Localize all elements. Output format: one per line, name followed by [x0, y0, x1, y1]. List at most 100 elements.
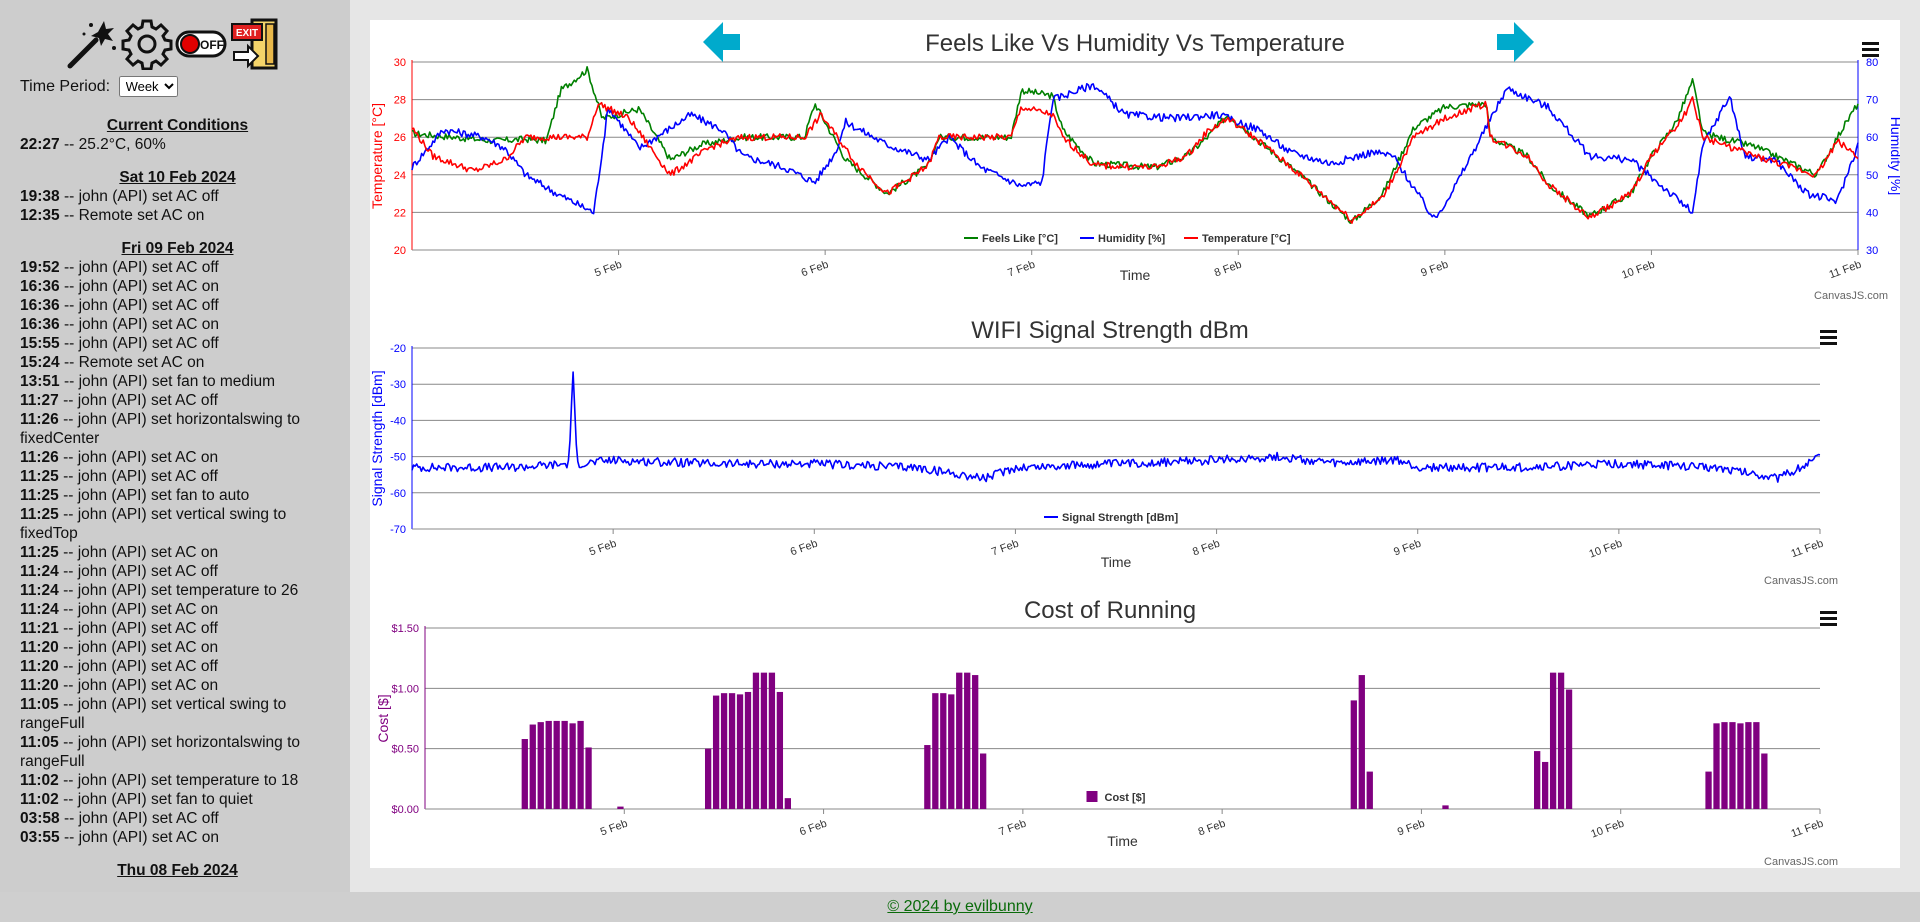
- cost-bar: [529, 724, 536, 809]
- log-entry-text: -- john (API) set AC off: [58, 563, 218, 580]
- exit-icon[interactable]: EXIT: [230, 18, 282, 70]
- time-period-select[interactable]: Week: [118, 76, 178, 97]
- legend-item[interactable]: Feels Like [°C]: [964, 233, 1058, 245]
- cost-bar: [980, 753, 987, 809]
- cost-bar: [720, 693, 728, 809]
- charts-canvas: Feels Like Vs Humidity Vs Temperature 20 2…: [369, 22, 1904, 868]
- x-tick-label: 9 Feb: [1396, 818, 1427, 839]
- y-tick-label: 22: [394, 207, 406, 219]
- x-tick-label: 9 Feb: [1392, 538, 1423, 559]
- cost-bar: [956, 672, 963, 809]
- log-entry: 15:55 -- john (API) set AC off: [20, 334, 335, 353]
- log-entry-text: -- john (API) set AC off: [58, 658, 218, 675]
- legend-item[interactable]: Cost [$]: [1086, 791, 1146, 804]
- cost-bar: [736, 694, 744, 809]
- gear-icon[interactable]: [121, 18, 173, 70]
- log-entry: 03:55 -- john (API) set AC on: [20, 828, 335, 847]
- chart-title: Cost of Running: [1024, 597, 1196, 624]
- x-tick-label: 6 Feb: [800, 259, 831, 280]
- log-entry: 11:25 -- john (API) set fan to auto: [20, 486, 335, 505]
- y-tick-label: -50: [390, 452, 406, 464]
- y-tick-label: 20: [394, 245, 406, 257]
- arrow-right-icon[interactable]: [1497, 22, 1534, 62]
- x-tick-label: 8 Feb: [1197, 818, 1228, 839]
- log-entry-text: -- john (API) set horizontalswing to ran…: [20, 734, 301, 770]
- day-header: Fri 09 Feb 2024: [121, 240, 234, 257]
- log-entry: 16:36 -- john (API) set AC on: [20, 277, 335, 296]
- x-tick-label: 6 Feb: [789, 538, 820, 559]
- log-entry-time: 11:27: [20, 392, 59, 409]
- log-entry-text: -- john (API) set AC on: [59, 278, 220, 295]
- footer-link[interactable]: © 2024 by evilbunny: [887, 898, 1033, 915]
- arrow-left-icon[interactable]: [703, 22, 740, 62]
- canvasjs-credit: CanvasJS.com: [1764, 575, 1838, 587]
- y-tick-label: 30: [394, 57, 406, 69]
- hamburger-menu-icon[interactable]: [1862, 42, 1879, 57]
- log-entry-text: -- john (API) set AC on: [58, 639, 219, 656]
- power-off-icon[interactable]: OFF: [175, 18, 227, 70]
- legend-item[interactable]: Signal Strength [dBm]: [1044, 512, 1178, 524]
- log-entry-time: 11:21: [20, 620, 59, 637]
- log-entry-text: -- john (API) set AC off: [59, 297, 219, 314]
- cost-bar: [1729, 722, 1736, 809]
- log-entry-time: 13:51: [20, 373, 60, 390]
- log-entry-time: 11:25: [20, 468, 59, 485]
- menu-bar: [1862, 42, 1879, 45]
- cost-bar: [1358, 675, 1365, 809]
- x-tick-label: 11 Feb: [1790, 538, 1826, 561]
- x-tick-label: 5 Feb: [593, 259, 624, 280]
- time-period-label: Time Period:: [20, 78, 111, 95]
- log-entry-time: 11:02: [20, 791, 59, 808]
- log-entry-text: -- john (API) set AC on: [59, 316, 220, 333]
- hamburger-menu-icon[interactable]: [1820, 611, 1837, 626]
- y2-tick-label: 50: [1866, 170, 1878, 182]
- cost-bar: [768, 672, 776, 809]
- chart-1: Feels Like Vs Humidity Vs Temperature 20 2…: [369, 30, 1904, 302]
- log-entry-text: -- john (API) set AC off: [59, 335, 219, 352]
- cost-bar: [760, 672, 768, 809]
- legend-item[interactable]: Temperature [°C]: [1184, 233, 1291, 245]
- log-entry: 11:25 -- john (API) set AC off: [20, 467, 335, 486]
- log-entry-time: 16:36: [20, 278, 60, 295]
- chart-title: Feels Like Vs Humidity Vs Temperature: [925, 30, 1345, 57]
- log-entry-text: -- john (API) set horizontalswing to fix…: [20, 411, 301, 447]
- log-entry: 11:05 -- john (API) set vertical swing t…: [20, 695, 335, 733]
- log-entry: 19:38 -- john (API) set AC off: [20, 187, 335, 206]
- canvasjs-credit: CanvasJS.com: [1764, 856, 1838, 868]
- log-entry-time: 11:25: [20, 506, 59, 523]
- y-tick-label: $1.50: [391, 623, 419, 635]
- cost-bar: [1350, 700, 1357, 809]
- time-period-control: Time Period: Week: [20, 76, 178, 97]
- cost-bar: [964, 672, 971, 809]
- cost-bar: [776, 691, 784, 809]
- toolbar-icons: OFF EXIT: [66, 18, 286, 73]
- hamburger-menu-icon[interactable]: [1820, 330, 1837, 345]
- log-entry-text: -- john (API) set AC off: [58, 620, 218, 637]
- menu-bar: [1862, 54, 1879, 57]
- x-tick-label: 6 Feb: [798, 818, 829, 839]
- log-entry-text: -- Remote set AC on: [59, 354, 205, 371]
- log-entry-text: -- john (API) set AC on: [58, 601, 219, 618]
- cost-bar: [1541, 761, 1549, 809]
- y2-tick-label: 30: [1866, 245, 1878, 257]
- legend-item[interactable]: Humidity [%]: [1080, 233, 1166, 245]
- log-entry-text: -- john (API) set fan to auto: [58, 487, 250, 504]
- y-tick-label: -70: [390, 524, 406, 536]
- y-tick-label: $0.00: [391, 804, 419, 816]
- cost-bar: [521, 739, 528, 809]
- magic-wand-icon[interactable]: [66, 18, 118, 70]
- sidebar: OFF EXIT Time Period: Week Current Condi…: [0, 0, 350, 892]
- x-tick-label: 7 Feb: [997, 818, 1028, 839]
- log-entry: 11:05 -- john (API) set horizontalswing …: [20, 733, 335, 771]
- log-entry: 15:24 -- Remote set AC on: [20, 353, 335, 372]
- y-tick-label: -30: [390, 379, 406, 391]
- cost-bar: [924, 745, 931, 809]
- log-entry-time: 11:26: [20, 411, 59, 428]
- log-entry: 11:20 -- john (API) set AC on: [20, 676, 335, 695]
- charts-panel: Feels Like Vs Humidity Vs Temperature 20 2…: [369, 20, 1904, 868]
- x-axis-label: Time: [1120, 267, 1151, 283]
- log-entry: 19:52 -- john (API) set AC off: [20, 258, 335, 277]
- chart-3: Cost of Running $0.00 $0.50 $1.00 $1.50 Cost …: [375, 597, 1838, 868]
- log-entry: 11:26 -- john (API) set AC on: [20, 448, 335, 467]
- menu-bar: [1862, 48, 1879, 51]
